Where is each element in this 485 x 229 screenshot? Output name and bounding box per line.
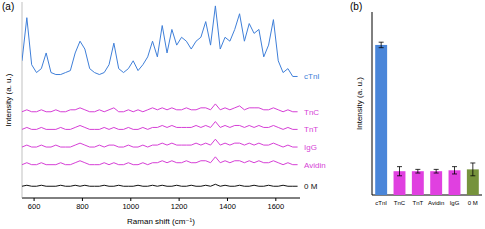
y-axis-line: [22, 2, 23, 198]
legend-entry: Avidin: [304, 161, 326, 170]
x-axis-line: [372, 195, 482, 196]
bar: [430, 171, 442, 195]
error-cap: [379, 47, 384, 48]
x-tick-label: TnC: [394, 200, 406, 206]
figure: (a) Intensity (a. u.) Raman shift (cm⁻¹) 60…: [0, 0, 485, 229]
x-tick-label: 1600: [267, 202, 284, 211]
legend-entry: cTnI: [304, 72, 320, 81]
bar: [375, 45, 387, 195]
error-stem: [454, 167, 455, 174]
legend-entry: TnT: [304, 125, 318, 134]
y-axis-label: Intensity (a. u.): [4, 73, 13, 126]
error-stem: [381, 42, 382, 47]
x-tick-label: Avidin: [428, 200, 444, 206]
error-bar: [470, 163, 475, 176]
x-tick-label: IgG: [450, 200, 460, 206]
error-stem: [436, 169, 437, 173]
error-cap: [415, 173, 420, 174]
spectrum-line: [22, 184, 298, 186]
spectrum-line: [22, 139, 298, 147]
bar-group: [375, 42, 479, 195]
error-bar: [379, 42, 384, 47]
x-tick-label: 600: [28, 202, 41, 211]
x-tick-label: TnT: [412, 200, 423, 206]
panel-label: (a): [2, 1, 14, 12]
error-cap: [470, 175, 475, 176]
y-axis-label: Intensity (a. u.): [355, 77, 364, 130]
x-axis-line: [22, 198, 300, 199]
spectrum-line: [22, 104, 298, 112]
x-tick-label: 0 M: [468, 200, 478, 206]
x-tick: [275, 198, 276, 201]
error-bar: [397, 167, 402, 176]
x-tick-label: 1400: [219, 202, 236, 211]
error-stem: [399, 167, 400, 176]
error-cap: [415, 169, 420, 170]
x-tick-label: 1000: [122, 202, 139, 211]
x-tick: [179, 198, 180, 201]
x-tick: [130, 198, 131, 201]
x-tick: [34, 198, 35, 201]
x-axis-label: Raman shift (cm⁻¹): [127, 217, 195, 226]
spectrum-line: [22, 6, 298, 77]
x-tick: [82, 198, 83, 201]
panel-b: (b) Intensity (a. u.) cTnI TnC TnT Avidin IgG 0…: [350, 1, 482, 206]
error-cap: [452, 173, 457, 174]
error-cap: [397, 166, 402, 167]
legend-entry: IgG: [304, 143, 317, 152]
bar: [449, 170, 461, 195]
series-group: [22, 6, 298, 186]
error-cap: [452, 166, 457, 167]
error-bar: [434, 169, 439, 173]
spectrum-line: [22, 122, 298, 130]
x-tick-label: 800: [76, 202, 89, 211]
error-cap: [434, 173, 439, 174]
legend-entry: 0 M: [304, 182, 318, 191]
x-tick-label: cTnI: [375, 200, 387, 206]
bar: [412, 171, 424, 195]
error-stem: [472, 163, 473, 176]
error-cap: [434, 169, 439, 170]
y-axis-line: [372, 12, 373, 195]
error-bar: [452, 167, 457, 174]
panel-a: (a) Intensity (a. u.) Raman shift (cm⁻¹) 60…: [2, 1, 326, 226]
error-bar: [415, 169, 420, 173]
x-tick-label: 1200: [171, 202, 188, 211]
panel-label: (b): [350, 1, 362, 12]
error-cap: [379, 42, 384, 43]
error-stem: [417, 169, 418, 173]
spectrum-line: [22, 157, 298, 165]
x-tick: [227, 198, 228, 201]
legend-entry: TnC: [304, 108, 319, 117]
error-cap: [397, 175, 402, 176]
error-cap: [470, 162, 475, 163]
